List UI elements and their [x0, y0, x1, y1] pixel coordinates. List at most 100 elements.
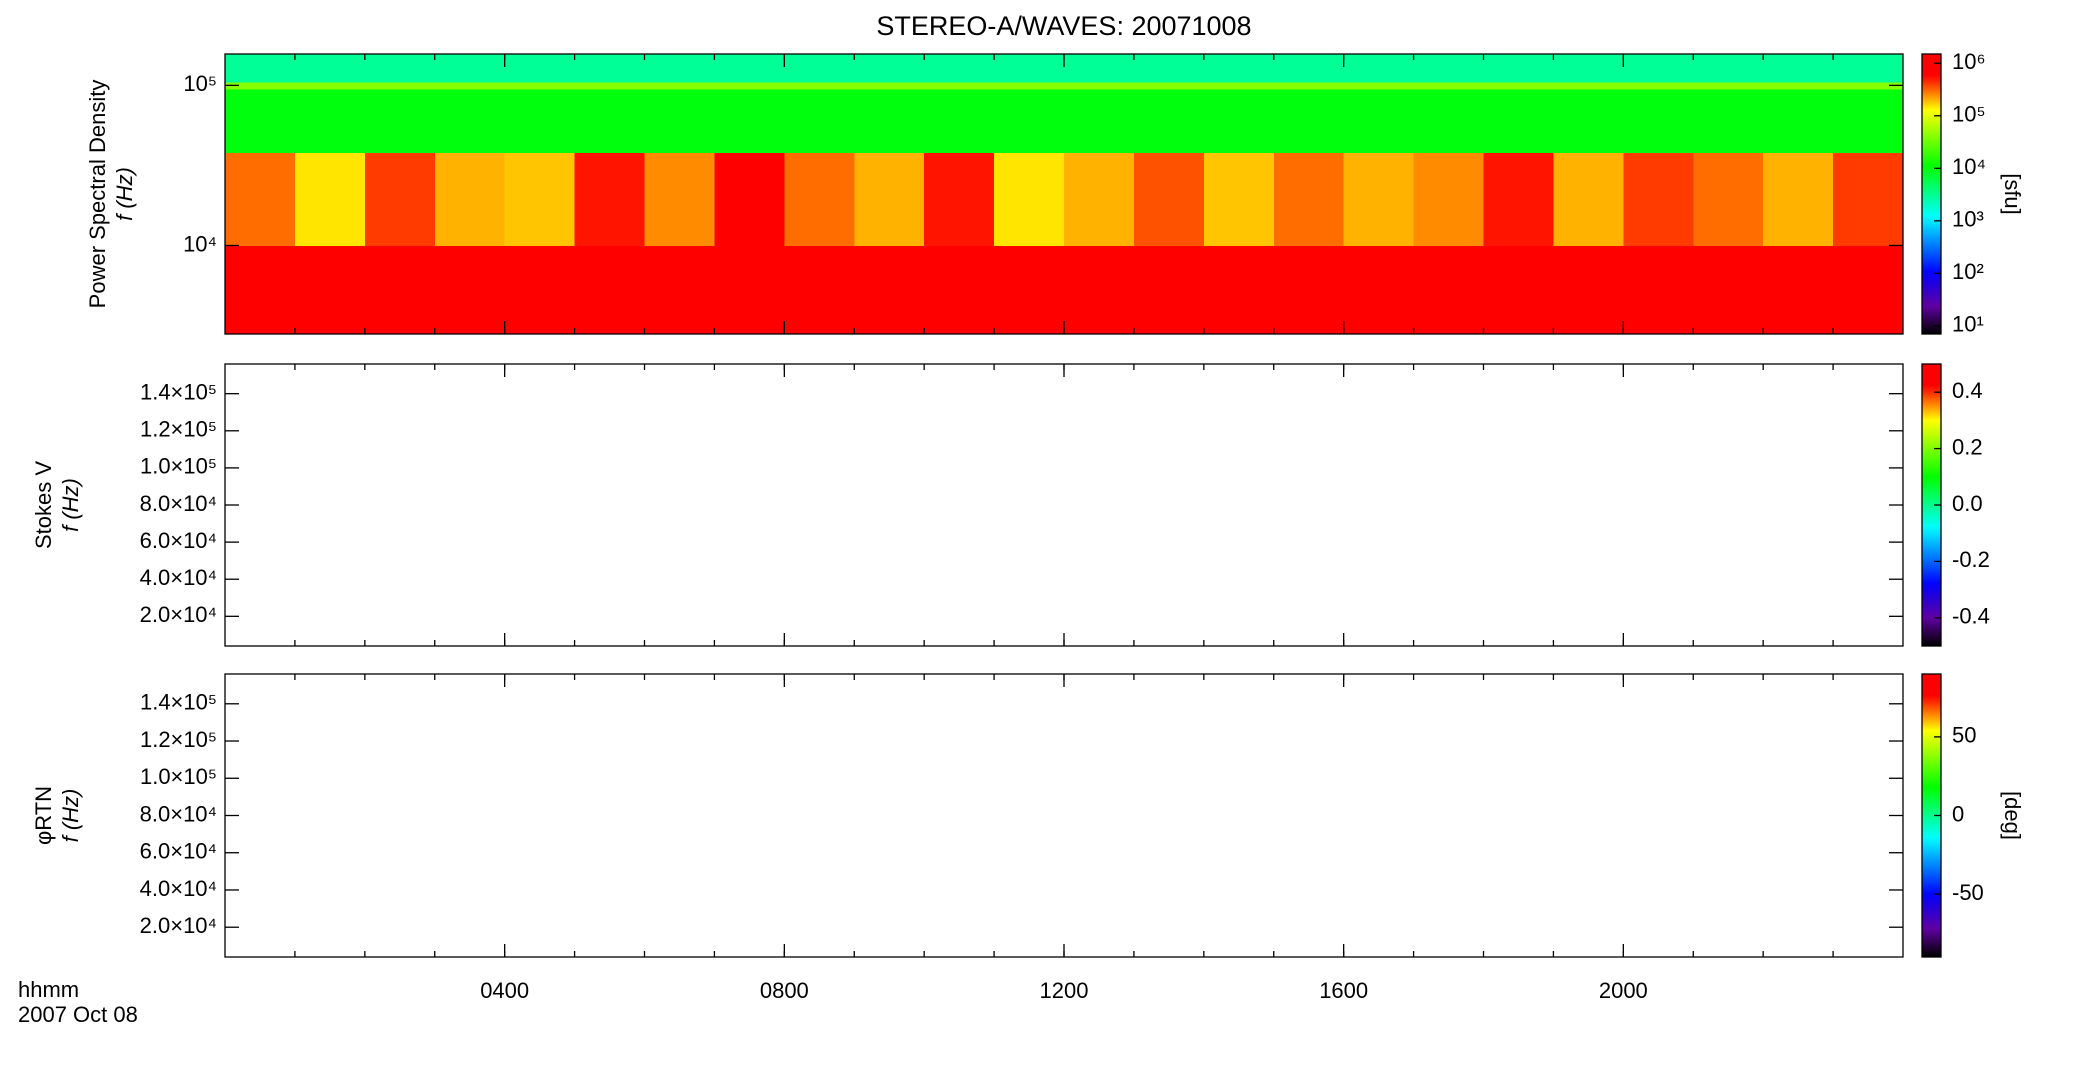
- heatmap-cell: [714, 245, 785, 335]
- heatmap-cell: [1623, 54, 1694, 83]
- heatmap-cell: [784, 88, 855, 154]
- heatmap-cell: [1623, 81, 1694, 90]
- heatmap-cell: [1343, 81, 1415, 90]
- heatmap-cell: [1763, 152, 1834, 246]
- heatmap-cell: [364, 54, 436, 83]
- heatmap-cell: [924, 245, 995, 335]
- heatmap-cell: [1343, 88, 1415, 154]
- y-tick-label: 4.0×10⁴: [140, 565, 217, 590]
- heatmap-cell: [1273, 152, 1345, 246]
- colorbar-tick-label: 10¹: [1952, 312, 1984, 337]
- heatmap-cell: [1413, 245, 1484, 335]
- heatmap-cell: [994, 54, 1065, 83]
- y-tick-label: 1.2×10⁵: [140, 417, 217, 442]
- y-tick-label: 1.2×10⁵: [140, 727, 217, 752]
- heatmap-cell: [1413, 54, 1484, 83]
- colorbar-label: [sfu]: [2000, 173, 2025, 215]
- heatmap-cell: [364, 81, 436, 90]
- heatmap-cell: [784, 54, 855, 83]
- heatmap-cell: [924, 152, 995, 246]
- heatmap-cell: [924, 54, 995, 83]
- colorbar-tick-label: 10³: [1952, 207, 1984, 232]
- heatmap-cell: [294, 81, 366, 90]
- colorbar-tick-label: 10⁵: [1952, 102, 1986, 127]
- heatmap-cell: [854, 81, 925, 90]
- y-tick-label: 8.0×10⁴: [140, 491, 217, 516]
- heatmap-cell: [1553, 245, 1624, 335]
- heatmap-cell: [854, 54, 925, 83]
- heatmap-cell: [924, 88, 995, 154]
- heatmap-cell: [1133, 245, 1205, 335]
- heatmap-cell: [434, 81, 506, 90]
- plot-frame: [224, 673, 1904, 958]
- heatmap-cell: [644, 152, 715, 246]
- heatmap-cell: [1693, 245, 1764, 335]
- heatmap-cell: [1763, 88, 1834, 154]
- heatmap-cell: [994, 152, 1065, 246]
- y-tick-label: 2.0×10⁴: [140, 602, 217, 627]
- heatmap-cell: [1553, 54, 1624, 83]
- heatmap-cell: [1483, 81, 1554, 90]
- heatmap-cell: [294, 54, 366, 83]
- y-axis-label: Power Spectral Density: [85, 80, 110, 309]
- heatmap-cell: [854, 245, 925, 335]
- y-axis-label: Stokes V: [31, 461, 56, 549]
- heatmap-cell: [1763, 245, 1834, 335]
- y-tick-label: 8.0×10⁴: [140, 801, 217, 826]
- heatmap-cell: [294, 245, 366, 335]
- y-tick-label: 1.4×10⁵: [140, 379, 217, 404]
- heatmap-cell: [854, 152, 925, 246]
- heatmap-cell: [1203, 81, 1275, 90]
- x-tick-label: 0400: [480, 978, 529, 1003]
- y-tick-label: 1.0×10⁵: [140, 764, 217, 789]
- colorbar-tick-label: 0.0: [1952, 491, 1983, 516]
- heatmap-cell: [1553, 81, 1624, 90]
- heatmap-cell: [1693, 88, 1764, 154]
- heatmap-cell: [644, 88, 715, 154]
- heatmap-cell: [294, 152, 366, 246]
- heatmap-cell: [714, 88, 785, 154]
- colorbar-tick-label: 10⁶: [1952, 49, 1986, 74]
- x-tick-label: 0800: [760, 978, 809, 1003]
- heatmap-cell: [1133, 54, 1205, 83]
- heatmap-cell: [784, 152, 855, 246]
- heatmap-cell: [1483, 245, 1554, 335]
- heatmap-cell: [1483, 54, 1554, 83]
- heatmap-cell: [225, 81, 296, 90]
- heatmap-cell: [714, 152, 785, 246]
- heatmap-cell: [644, 245, 715, 335]
- y-axis-label: φRTN: [31, 786, 56, 845]
- heatmap-cell: [1064, 152, 1135, 246]
- heatmap-cell: [1273, 54, 1345, 83]
- heatmap-cell: [1064, 81, 1135, 90]
- heatmap-cell: [1833, 81, 1904, 90]
- heatmap-cell: [1483, 88, 1554, 154]
- heatmap-cell: [434, 88, 506, 154]
- heatmap-cell: [434, 152, 506, 246]
- heatmap-cell: [225, 88, 296, 154]
- heatmap-cell: [714, 54, 785, 83]
- heatmap-cell: [1064, 88, 1135, 154]
- heatmap-cell: [1133, 88, 1205, 154]
- heatmap-cell: [1064, 54, 1135, 83]
- heatmap-cell: [574, 54, 645, 83]
- heatmap-cell: [1693, 152, 1764, 246]
- y-tick-label: 10⁵: [183, 71, 217, 96]
- colorbar-tick-label: -0.2: [1952, 547, 1990, 572]
- heatmap-cell: [574, 245, 645, 335]
- heatmap-cell: [1833, 54, 1904, 83]
- colorbar-label: [deg]: [2000, 791, 2025, 840]
- colorbar-tick-label: -0.4: [1952, 604, 1990, 629]
- heatmap-cell: [924, 81, 995, 90]
- heatmap-cell: [1413, 88, 1484, 154]
- x-axis-label: hhmm: [18, 977, 79, 1002]
- heatmap-cell: [994, 81, 1065, 90]
- heatmap-cell: [574, 88, 645, 154]
- heatmap-cell: [1343, 152, 1415, 246]
- colorbar-tick-label: 0.4: [1952, 378, 1983, 403]
- x-tick-label: 1600: [1319, 978, 1368, 1003]
- heatmap-cell: [854, 88, 925, 154]
- heatmap-cell: [1623, 245, 1694, 335]
- y-tick-label: 1.4×10⁵: [140, 690, 217, 715]
